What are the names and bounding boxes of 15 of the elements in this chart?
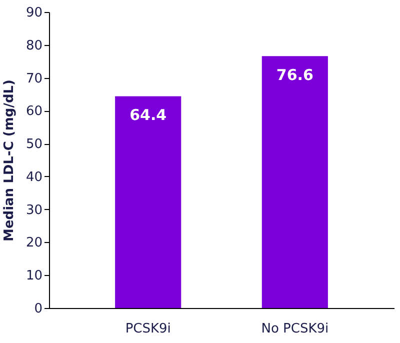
data-label: 64.4 <box>130 106 167 124</box>
y-tick-label: 40 <box>26 170 42 185</box>
y-tick-label: 30 <box>26 202 42 218</box>
y-tick-label: 20 <box>26 236 42 251</box>
y-tick-label: 90 <box>26 6 42 20</box>
x-tick-label: PCSK9i <box>125 322 171 336</box>
y-tick-label: 80 <box>26 38 42 54</box>
y-tick-label: 0 <box>34 302 42 316</box>
y-axis-title: Median LDL-C (mg/dL) <box>2 80 17 242</box>
x-tick-label: No PCSK9i <box>261 322 329 336</box>
y-tick-label: 10 <box>26 268 42 284</box>
y-tick-label: 60 <box>26 104 42 120</box>
data-label: 76.6 <box>276 66 314 84</box>
y-tick-label: 50 <box>26 137 42 152</box>
y-tick-label: 70 <box>26 71 42 86</box>
